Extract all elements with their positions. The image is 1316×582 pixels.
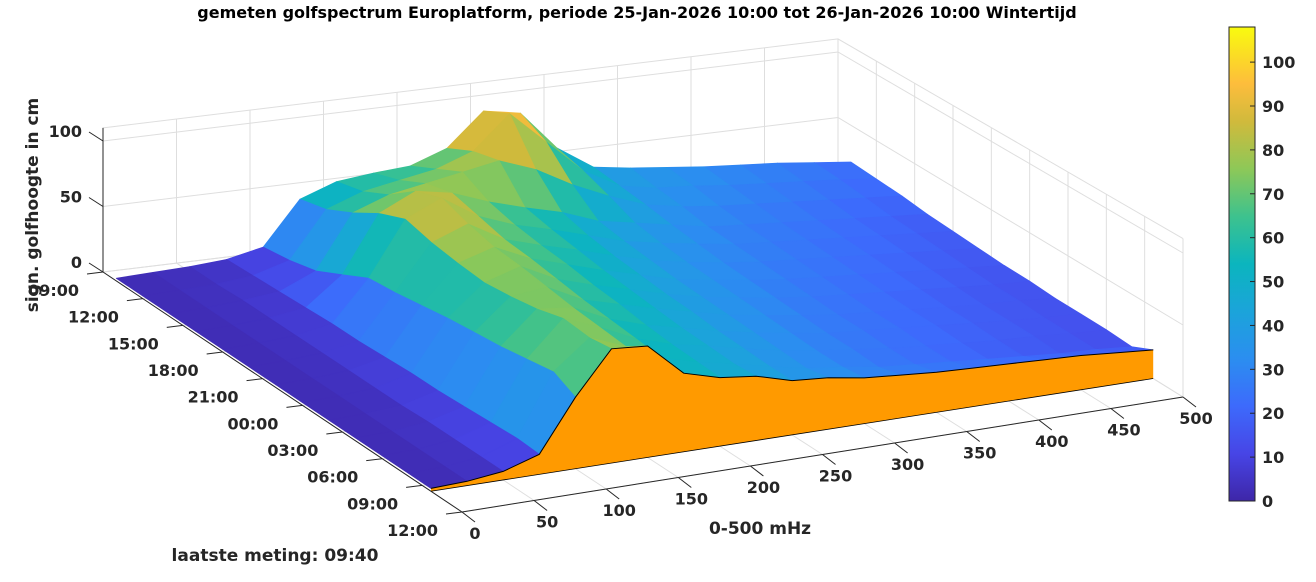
time-tick-label: 06:00 <box>307 468 358 487</box>
freq-tick <box>1182 396 1197 408</box>
freq-tick <box>677 477 692 488</box>
colorbar-tick-label: 0 <box>1262 492 1273 511</box>
freq-tick <box>966 431 981 442</box>
freq-tick-label: 0 <box>469 524 480 543</box>
time-tick-label: 09:00 <box>347 494 398 513</box>
time-tick <box>286 404 303 408</box>
chart-title: gemeten golfspectrum Europlatform, perio… <box>197 3 1076 22</box>
z-tick-label: 100 <box>49 122 82 141</box>
z-tick <box>88 131 104 142</box>
colorbar-tick-label: 90 <box>1262 97 1284 116</box>
surface <box>115 110 1154 489</box>
freq-tick-label: 400 <box>1035 432 1068 451</box>
colorbar-tick-label: 80 <box>1262 141 1284 160</box>
colorbar-tick-label: 20 <box>1262 404 1284 423</box>
time-tick-label: 12:00 <box>387 521 438 540</box>
freq-tick-label: 450 <box>1107 421 1140 440</box>
latest-spectrum-line <box>430 345 1154 489</box>
latest-slice <box>430 345 1154 492</box>
freq-tick <box>1110 408 1125 419</box>
last-measurement-label: laatste meting: 09:40 <box>172 546 379 566</box>
axes-lines <box>86 127 1197 523</box>
freq-tick-label: 300 <box>891 455 924 474</box>
gridline <box>102 116 1184 326</box>
time-tick <box>406 484 423 488</box>
x-axis-label: 0-500 mHz <box>709 519 811 539</box>
z-tick <box>88 262 104 273</box>
time-tick-label: 21:00 <box>188 388 239 407</box>
freq-tick-label: 100 <box>602 501 635 520</box>
colorbar-tick-label: 60 <box>1262 229 1284 248</box>
tick-labels: 0 50 100 09:00 12:00 15:00 18:00 21:00 00:00 03:0… <box>28 122 1213 543</box>
gridline <box>102 51 1184 254</box>
time-tick-label: 09:00 <box>28 281 79 300</box>
gridline <box>102 38 1184 240</box>
colorbar-tick-label: 70 <box>1262 185 1284 204</box>
time-tick <box>166 324 183 328</box>
time-tick <box>126 298 143 302</box>
z-tick-label: 0 <box>71 253 82 272</box>
colorbar-tick-label: 100 <box>1262 53 1295 72</box>
time-tick <box>86 271 104 275</box>
time-tick <box>366 458 383 462</box>
freq-tick-label: 250 <box>819 467 852 486</box>
freq-tick <box>822 454 836 465</box>
time-tick-label: 12:00 <box>68 308 119 327</box>
time-tick <box>246 378 263 382</box>
slice-base <box>430 378 1154 492</box>
time-tick-label: 03:00 <box>267 441 318 460</box>
colorbar-gradient <box>1228 26 1256 502</box>
freq-tick <box>461 511 476 523</box>
colorbar-tick-label: 50 <box>1262 273 1284 292</box>
time-tick <box>206 351 223 355</box>
freq-tick-label: 200 <box>747 478 780 497</box>
colorbar-tick-label: 10 <box>1262 448 1284 467</box>
time-tick-label: 15:00 <box>108 334 159 353</box>
freq-tick <box>1038 419 1053 431</box>
time-tick-label: 18:00 <box>148 361 199 380</box>
freq-tick <box>533 500 548 511</box>
freq-tick <box>605 488 620 500</box>
freq-tick-label: 50 <box>536 513 558 532</box>
colorbar: 0 10 20 30 40 50 60 70 80 90 100 <box>1228 26 1295 511</box>
freq-tick-label: 350 <box>963 444 996 463</box>
latest-spectrum-slice <box>431 346 1154 492</box>
freq-tick <box>750 465 764 477</box>
freq-tick <box>894 442 908 454</box>
colorbar-tick-label: 30 <box>1262 360 1284 379</box>
freq-tick-label: 150 <box>675 490 708 509</box>
time-tick <box>445 511 463 515</box>
z-tick-label: 50 <box>60 188 82 207</box>
colorbar-tick-label: 40 <box>1262 316 1284 335</box>
time-tick-label: 00:00 <box>228 414 279 433</box>
z-axis-label: sign. golfhoogte in cm <box>23 98 43 313</box>
freq-tick-label: 500 <box>1179 409 1212 428</box>
z-tick <box>88 197 104 207</box>
time-tick <box>326 431 343 435</box>
time-axis-line <box>102 271 463 513</box>
